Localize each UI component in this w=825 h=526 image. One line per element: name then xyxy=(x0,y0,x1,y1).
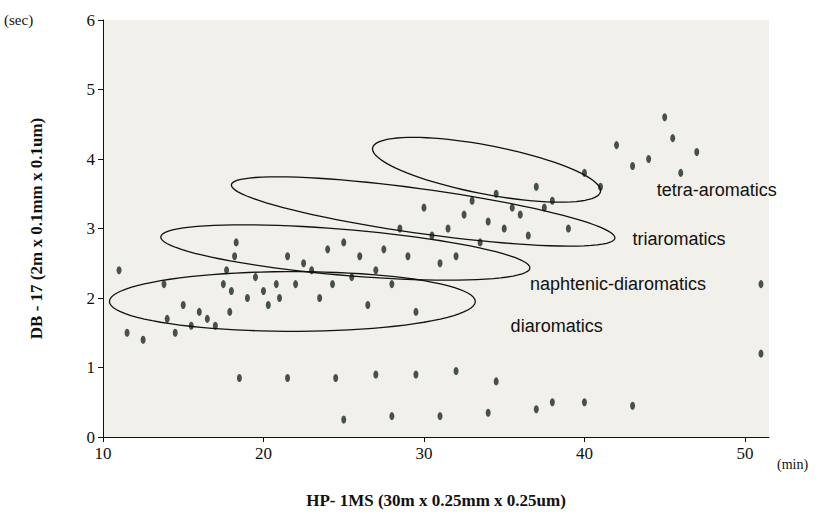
svg-text:40: 40 xyxy=(576,444,593,463)
svg-text:50: 50 xyxy=(736,444,753,463)
svg-text:DB - 17 (2m x 0.1mm x 0.1um): DB - 17 (2m x 0.1mm x 0.1um) xyxy=(27,118,46,339)
svg-text:5: 5 xyxy=(87,80,96,99)
svg-text:20: 20 xyxy=(255,444,272,463)
svg-text:triaromatics: triaromatics xyxy=(633,229,726,249)
svg-text:10: 10 xyxy=(95,444,112,463)
svg-text:tetra-aromatics: tetra-aromatics xyxy=(657,180,777,200)
svg-text:(sec): (sec) xyxy=(4,12,33,29)
svg-text:1: 1 xyxy=(87,358,96,377)
svg-text:3: 3 xyxy=(87,219,96,238)
svg-text:6: 6 xyxy=(87,11,96,30)
svg-text:HP- 1MS (30m x 0.25mm x 0.25um: HP- 1MS (30m x 0.25mm x 0.25um) xyxy=(306,491,566,510)
svg-text:30: 30 xyxy=(415,444,432,463)
svg-text:4: 4 xyxy=(87,150,96,169)
svg-text:naphtenic-diaromatics: naphtenic-diaromatics xyxy=(530,274,706,294)
svg-text:(min): (min) xyxy=(777,457,808,473)
svg-text:0: 0 xyxy=(86,427,95,447)
svg-text:2: 2 xyxy=(87,289,96,308)
svg-text:diaromatics: diaromatics xyxy=(511,316,603,336)
